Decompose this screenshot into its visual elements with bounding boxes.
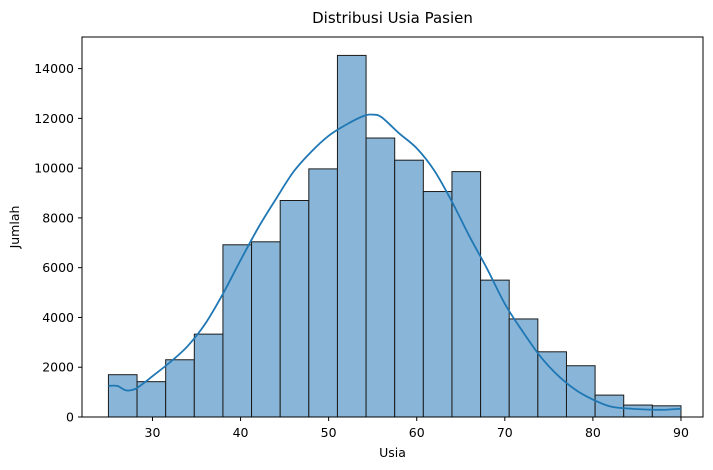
histogram-bar <box>365 137 396 418</box>
x-tick-label: 80 <box>585 425 601 440</box>
histogram-bar <box>623 404 653 418</box>
y-tick-label: 10000 <box>34 161 74 176</box>
axes-frame <box>81 36 704 418</box>
y-axis-ticks: 0 2000 4000 6000 8000 10000 12000 14000 <box>34 61 82 425</box>
histogram-bar <box>193 333 224 418</box>
plot-frame <box>81 36 704 418</box>
y-tick-label: 14000 <box>34 61 74 76</box>
y-tick-label: 2000 <box>42 360 74 375</box>
histogram-bar <box>394 159 424 418</box>
chart-title: Distribusi Usia Pasien <box>312 9 473 27</box>
x-axis-label: Usia <box>379 445 406 460</box>
x-tick-label: 40 <box>233 425 249 440</box>
histogram-bar <box>251 241 281 418</box>
x-tick-label: 70 <box>497 425 513 440</box>
y-tick-label: 6000 <box>42 260 74 275</box>
histogram-bar <box>165 359 195 418</box>
bars-group <box>107 54 682 418</box>
histogram-bar <box>422 191 453 418</box>
histogram-bar <box>508 318 539 418</box>
kde-curve <box>108 113 682 411</box>
y-tick-label: 8000 <box>42 210 74 225</box>
histogram-bar <box>480 279 510 418</box>
histogram-bar <box>222 244 253 418</box>
x-tick-label: 50 <box>321 425 337 440</box>
x-tick-label: 90 <box>673 425 689 440</box>
histogram-bar <box>308 168 338 418</box>
x-tick-label: 60 <box>409 425 425 440</box>
histogram-bar <box>136 381 167 418</box>
histogram-bar <box>651 405 682 418</box>
x-axis-ticks: 30 40 50 60 70 80 90 <box>145 417 689 440</box>
x-tick-label: 30 <box>145 425 161 440</box>
y-tick-label: 0 <box>66 410 74 425</box>
y-tick-label: 4000 <box>42 310 74 325</box>
histogram-bar <box>279 199 310 418</box>
histogram-bar <box>565 365 596 418</box>
histogram-bar <box>537 351 567 418</box>
y-tick-label: 12000 <box>34 111 74 126</box>
histogram-bar <box>336 54 367 418</box>
histogram-bar <box>107 374 138 418</box>
y-axis-label: Jumlah <box>7 206 22 250</box>
kde-group <box>108 113 682 411</box>
